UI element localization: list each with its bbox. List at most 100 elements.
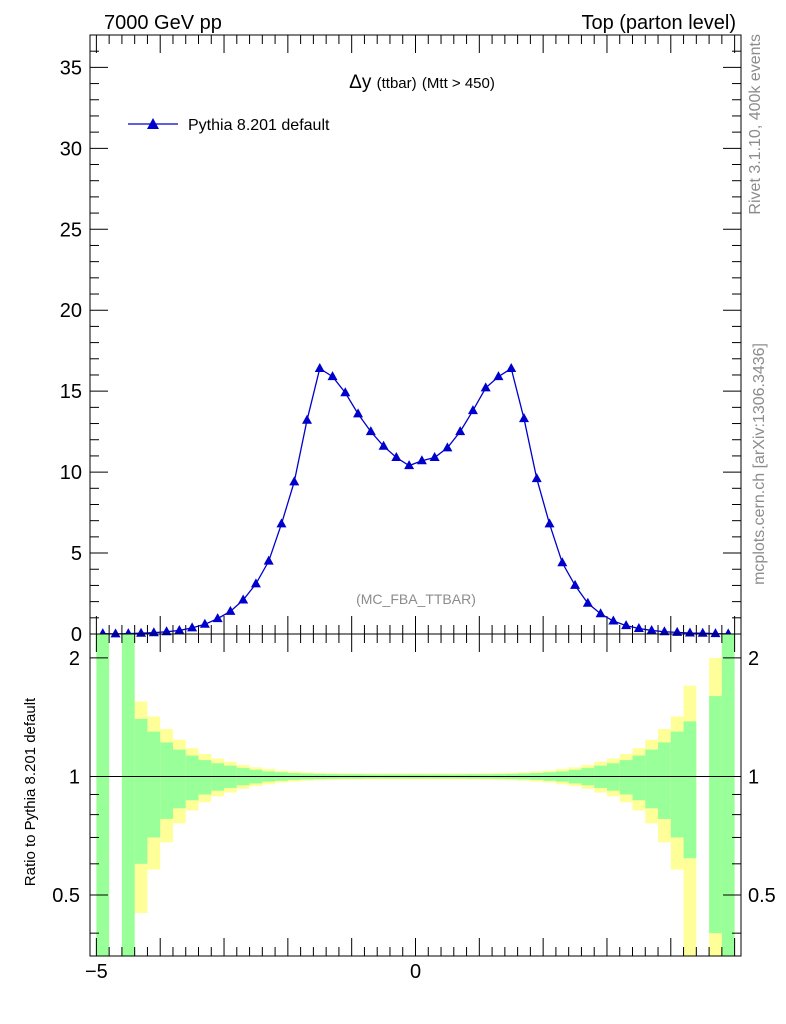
ratio-y-tick-label-left: 0.5 xyxy=(52,885,80,907)
legend-entry: Pythia 8.201 default xyxy=(188,117,330,134)
data-point xyxy=(672,626,683,636)
ratio-y-label: Ratio to Pythia 8.201 default xyxy=(22,697,39,886)
data-point xyxy=(582,597,593,607)
data-point xyxy=(684,627,695,637)
y-tick-label: 0 xyxy=(71,624,82,646)
data-point xyxy=(353,408,364,418)
data-point xyxy=(570,579,581,589)
stat-uncertainty-band xyxy=(160,742,173,819)
stat-uncertainty-band xyxy=(198,760,212,795)
data-point xyxy=(467,405,478,415)
main-axis-ticks: 0 5 10 15 20 25 30 35 xyxy=(60,34,741,646)
ratio-y-tick-label-right: 1 xyxy=(748,766,759,788)
data-point xyxy=(340,387,351,397)
data-point xyxy=(174,624,185,634)
data-point xyxy=(148,627,159,637)
rivet-label: Rivet 3.1.10, 400k events xyxy=(747,34,764,215)
stat-uncertainty-band xyxy=(134,718,148,864)
data-point xyxy=(263,555,274,565)
data-point xyxy=(378,440,389,450)
data-point xyxy=(110,628,121,638)
data-point xyxy=(455,426,466,436)
data-point xyxy=(314,362,325,372)
data-point xyxy=(238,594,249,604)
data-point xyxy=(493,371,504,381)
stat-uncertainty-band xyxy=(632,755,646,801)
data-point xyxy=(327,371,338,381)
y-tick-label: 20 xyxy=(60,300,82,322)
data-point xyxy=(187,622,198,632)
y-tick-label: 10 xyxy=(60,462,82,484)
header-right: Top (parton level) xyxy=(581,12,736,34)
stat-uncertainty-band xyxy=(211,763,225,791)
stat-uncertainty-band xyxy=(121,634,135,956)
data-point xyxy=(199,618,210,628)
stat-uncertainty-band xyxy=(147,731,161,838)
legend-triangle-marker xyxy=(147,118,159,129)
ratio-axis-ticks: 0.5 0.5 1 1 2 2 −5 0 xyxy=(52,634,776,983)
data-point xyxy=(302,414,312,424)
data-point xyxy=(608,615,619,625)
ratio-y-tick-label-left: 2 xyxy=(69,648,80,670)
stat-uncertainty-band xyxy=(172,749,186,809)
ratio-y-tick-label-right: 0.5 xyxy=(748,885,776,907)
data-point xyxy=(404,460,415,470)
data-point xyxy=(480,382,491,392)
y-tick-label: 35 xyxy=(60,57,82,79)
data-point xyxy=(544,518,555,528)
stat-uncertainty-band xyxy=(619,760,633,795)
legend: Pythia 8.201 default xyxy=(128,117,330,134)
data-point xyxy=(416,455,427,465)
data-point xyxy=(225,605,236,615)
analysis-watermark: (MC_FBA_TTBAR) xyxy=(356,591,476,607)
stat-uncertainty-band xyxy=(683,721,697,859)
stat-uncertainty-band xyxy=(645,749,659,809)
data-point xyxy=(161,626,172,636)
data-point xyxy=(531,473,542,483)
data-point xyxy=(621,620,632,630)
data-point xyxy=(391,452,402,462)
y-tick-label: 25 xyxy=(60,219,82,241)
y-tick-label: 5 xyxy=(71,543,82,565)
main-curve xyxy=(97,362,734,638)
data-point xyxy=(365,426,376,436)
data-point xyxy=(212,613,223,623)
chart-title-main: Δy xyxy=(349,72,372,93)
chart-title: Δy (ttbar) (Mtt > 450) xyxy=(349,72,495,93)
data-point xyxy=(519,413,529,423)
main-plot: 0 5 10 15 20 25 30 35 xyxy=(60,34,742,646)
y-tick-label: 15 xyxy=(60,381,82,403)
mcplots-label: mcplots.cern.ch [arXiv:1306.3436] xyxy=(751,343,768,585)
data-point xyxy=(250,578,261,588)
data-point xyxy=(276,518,287,528)
data-point xyxy=(633,622,644,632)
stat-uncertainty-band xyxy=(658,742,671,819)
y-tick-label: 30 xyxy=(60,138,82,160)
data-point xyxy=(659,626,670,636)
x-tick-label: 0 xyxy=(410,961,421,983)
data-point xyxy=(710,628,721,638)
data-point xyxy=(442,442,453,452)
data-point xyxy=(595,608,606,618)
data-point xyxy=(429,452,440,462)
stat-uncertainty-band xyxy=(96,634,110,956)
data-point xyxy=(646,624,657,634)
ratio-plot: 0.5 0.5 1 1 2 2 −5 0 xyxy=(52,633,776,983)
stat-uncertainty-band xyxy=(606,763,620,791)
stat-uncertainty-band xyxy=(709,696,722,934)
data-point xyxy=(289,476,300,486)
data-point xyxy=(697,627,708,637)
stat-uncertainty-band xyxy=(721,634,735,956)
chart-title-small: (ttbar) xyxy=(377,75,417,92)
header-left: 7000 GeV pp xyxy=(104,12,222,34)
ratio-bands xyxy=(96,634,735,956)
data-point xyxy=(506,362,517,372)
stat-uncertainty-band xyxy=(185,755,199,801)
ratio-y-tick-label-right: 2 xyxy=(748,648,759,670)
x-tick-label: −5 xyxy=(85,961,108,983)
data-point xyxy=(136,627,147,637)
ratio-y-tick-label-left: 1 xyxy=(69,766,80,788)
data-point xyxy=(557,557,568,567)
stat-uncertainty-band xyxy=(670,731,684,838)
